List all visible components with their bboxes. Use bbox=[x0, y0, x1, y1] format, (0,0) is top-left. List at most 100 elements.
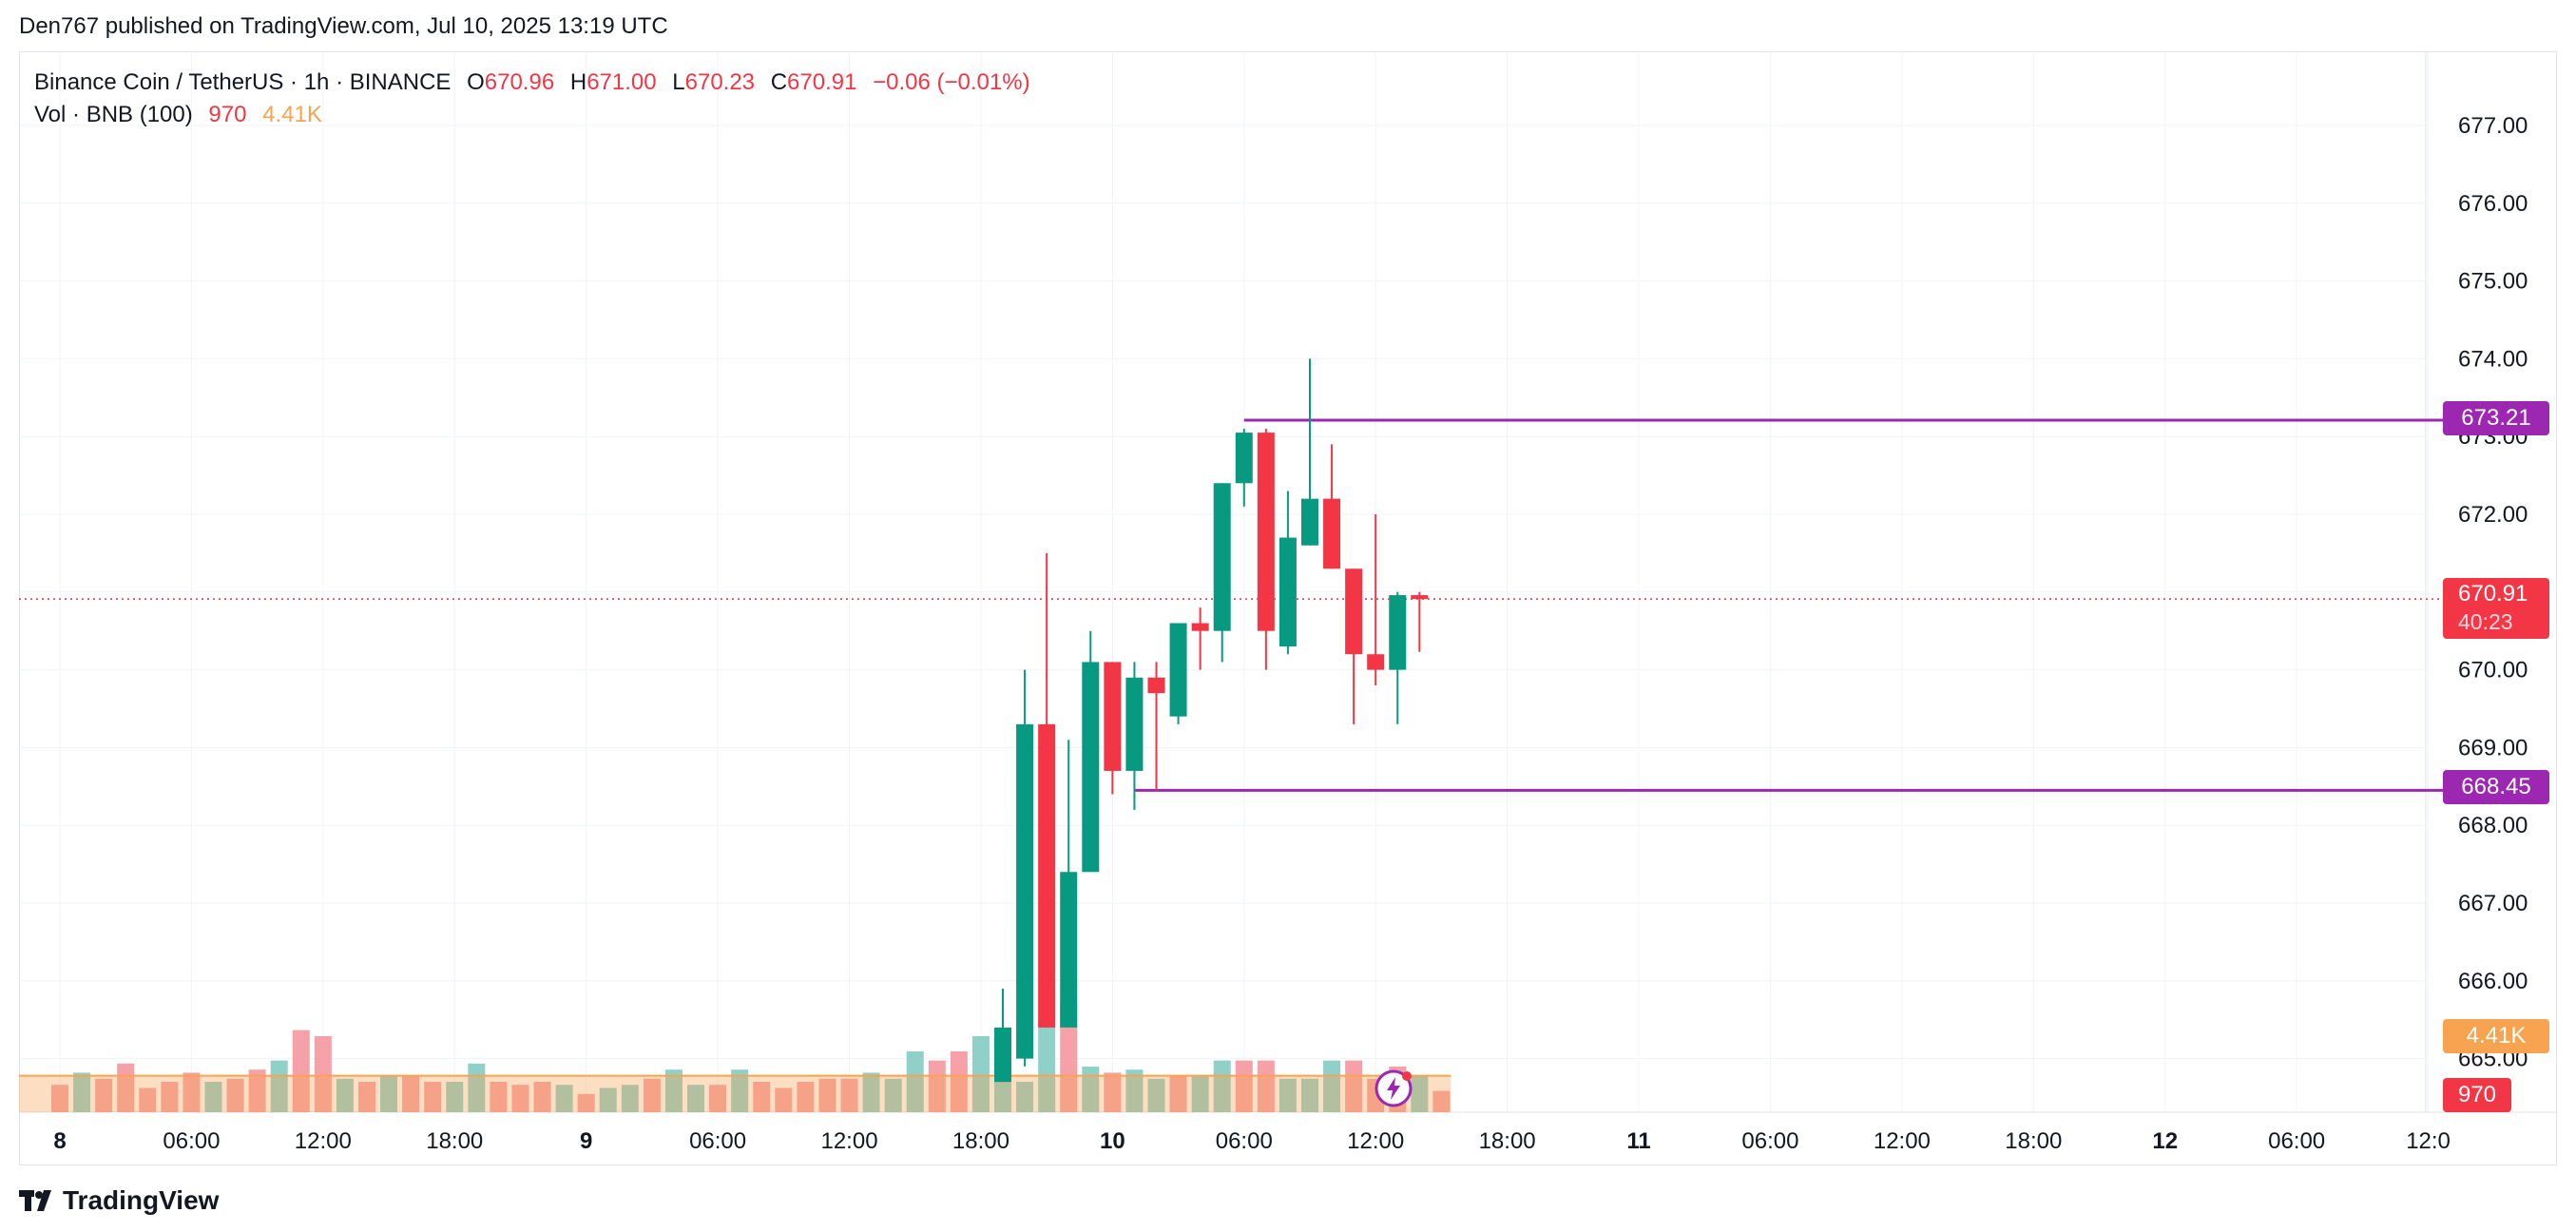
volume-bar bbox=[1257, 1060, 1275, 1112]
y-tick-label: 674.00 bbox=[2458, 346, 2528, 372]
x-tick-label: 12:00 bbox=[820, 1128, 877, 1154]
volume-bar bbox=[533, 1082, 551, 1112]
volume-bar bbox=[1323, 1060, 1341, 1112]
volume-bar bbox=[1147, 1078, 1165, 1112]
x-tick-label: 18:00 bbox=[952, 1128, 1009, 1154]
volume-bar bbox=[226, 1078, 244, 1112]
publish-info: Den767 published on TradingView.com, Jul… bbox=[19, 13, 668, 39]
x-tick-label: 12:0 bbox=[2406, 1128, 2451, 1154]
volume-bar bbox=[1213, 1060, 1231, 1112]
y-tick-label: 672.00 bbox=[2458, 502, 2528, 528]
volume-bar bbox=[424, 1082, 442, 1112]
y-tick-label: 668.00 bbox=[2458, 813, 2528, 838]
x-tick-label: 9 bbox=[580, 1128, 592, 1154]
tradingview-logo[interactable]: TradingView bbox=[19, 1184, 219, 1217]
y-tick-label: 670.00 bbox=[2458, 658, 2528, 683]
candle-body bbox=[1300, 498, 1318, 546]
volume-bar bbox=[884, 1078, 902, 1112]
low-label: L bbox=[672, 69, 685, 95]
volume-label[interactable]: Vol · BNB (100) bbox=[34, 102, 193, 127]
resistance-price-label: 673.21 bbox=[2443, 401, 2549, 435]
volume-ma-area bbox=[19, 1075, 1451, 1112]
volume-ma-axis-label: 4.41K bbox=[2443, 1019, 2549, 1053]
y-tick-label: 675.00 bbox=[2458, 269, 2528, 295]
candle-body bbox=[1278, 537, 1297, 647]
x-tick-label: 06:00 bbox=[163, 1128, 220, 1154]
volume-bar bbox=[664, 1069, 682, 1112]
volume-bar bbox=[971, 1036, 990, 1112]
volume-bar bbox=[950, 1051, 968, 1112]
last-price-label: 670.91 40:23 bbox=[2443, 578, 2549, 639]
volume-bar bbox=[511, 1085, 529, 1112]
y-tick-label: 669.00 bbox=[2458, 735, 2528, 760]
volume-bar bbox=[797, 1082, 815, 1112]
x-tick-label: 12:00 bbox=[1874, 1128, 1931, 1154]
x-tick-label: 06:00 bbox=[1741, 1128, 1798, 1154]
candle-body bbox=[1169, 623, 1187, 717]
x-tick-label: 12:00 bbox=[295, 1128, 352, 1154]
high-value: 671.00 bbox=[586, 69, 657, 95]
x-tick-label: 18:00 bbox=[2005, 1128, 2062, 1154]
volume-bar bbox=[1060, 1002, 1078, 1112]
volume-bar bbox=[753, 1082, 771, 1112]
last-price-value: 670.91 bbox=[2458, 581, 2528, 606]
volume-bar bbox=[928, 1060, 946, 1112]
y-tick-label: 676.00 bbox=[2458, 191, 2528, 217]
high-label: H bbox=[569, 69, 587, 95]
volume-bar bbox=[1125, 1069, 1144, 1112]
x-tick-label: 06:00 bbox=[2268, 1128, 2325, 1154]
symbol-label[interactable]: Binance Coin / TetherUS · 1h · BINANCE bbox=[34, 69, 452, 95]
x-tick-label: 18:00 bbox=[1479, 1128, 1536, 1154]
volume-bar bbox=[248, 1069, 266, 1112]
volume-bar bbox=[687, 1085, 705, 1112]
x-tick-label: 8 bbox=[53, 1128, 66, 1154]
x-tick-label: 06:00 bbox=[1216, 1128, 1273, 1154]
candle-body bbox=[1389, 595, 1407, 670]
candle-body bbox=[1060, 872, 1078, 1028]
volume-bar bbox=[1169, 1075, 1187, 1112]
volume-bar bbox=[1411, 1075, 1429, 1112]
volume-bar bbox=[906, 1051, 924, 1112]
volume-bar bbox=[643, 1078, 661, 1112]
volume-bar bbox=[1278, 1078, 1297, 1112]
candle-body bbox=[1323, 498, 1341, 569]
volume-bar bbox=[599, 1088, 617, 1112]
volume-bar bbox=[336, 1078, 354, 1112]
candle-body bbox=[994, 1027, 1012, 1083]
volume-bar bbox=[51, 1085, 68, 1112]
x-tick-label: 12:00 bbox=[1347, 1128, 1404, 1154]
x-tick-label: 18:00 bbox=[426, 1128, 483, 1154]
volume-ma-value: 4.41K bbox=[262, 102, 322, 127]
y-tick-label: 666.00 bbox=[2458, 969, 2528, 994]
chart-frame bbox=[19, 51, 2557, 1165]
volume-bar bbox=[1300, 1078, 1318, 1112]
volume-bar bbox=[161, 1082, 179, 1112]
volume-bar bbox=[775, 1088, 793, 1112]
close-label: C bbox=[770, 69, 788, 95]
volume-bar bbox=[1016, 1082, 1034, 1112]
volume-bar bbox=[292, 1030, 310, 1112]
volume-bar bbox=[621, 1085, 639, 1112]
x-tick-label: 06:00 bbox=[689, 1128, 746, 1154]
volume-bar bbox=[490, 1082, 508, 1112]
ohlc-row: Binance Coin / TetherUS · 1h · BINANCE O… bbox=[34, 67, 1030, 99]
x-tick-label: 11 bbox=[1626, 1128, 1650, 1154]
volume-bar bbox=[1038, 1021, 1056, 1112]
volume-bar bbox=[270, 1060, 288, 1112]
bar-countdown: 40:23 bbox=[2458, 609, 2513, 634]
candle-body bbox=[1125, 677, 1144, 771]
volume-bar bbox=[1235, 1060, 1253, 1112]
candle-body bbox=[1104, 662, 1122, 771]
volume-bar bbox=[1432, 1090, 1451, 1112]
volume-bar bbox=[446, 1082, 464, 1112]
volume-bar bbox=[1345, 1060, 1363, 1112]
volume-bar bbox=[818, 1078, 836, 1112]
volume-bar bbox=[95, 1078, 113, 1112]
candle-body bbox=[1016, 723, 1034, 1059]
volume-bar bbox=[402, 1075, 420, 1112]
candle-body bbox=[1082, 662, 1100, 873]
lightning-bolt-icon[interactable] bbox=[1374, 1068, 1413, 1108]
open-label: O bbox=[467, 69, 485, 95]
volume-bar bbox=[862, 1072, 880, 1112]
